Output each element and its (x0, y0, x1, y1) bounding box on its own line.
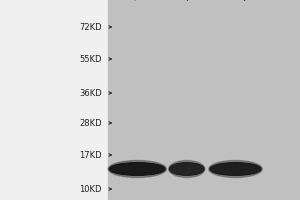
Ellipse shape (108, 160, 167, 178)
Text: Brain: Brain (240, 0, 262, 2)
Ellipse shape (209, 160, 262, 178)
Ellipse shape (169, 163, 204, 175)
Text: HepG2: HepG2 (130, 0, 157, 2)
Text: 36KD: 36KD (79, 88, 102, 98)
Bar (108, 0, 300, 200)
Text: 17KD: 17KD (80, 150, 102, 160)
Ellipse shape (210, 163, 261, 175)
Text: 72KD: 72KD (80, 22, 102, 31)
Ellipse shape (169, 160, 205, 178)
Text: 28KD: 28KD (80, 118, 102, 128)
Bar (0, 0, 108, 200)
Text: SH-SY5Y: SH-SY5Y (183, 0, 214, 2)
Text: 55KD: 55KD (80, 54, 102, 64)
Text: 10KD: 10KD (80, 184, 102, 194)
Ellipse shape (110, 163, 165, 175)
